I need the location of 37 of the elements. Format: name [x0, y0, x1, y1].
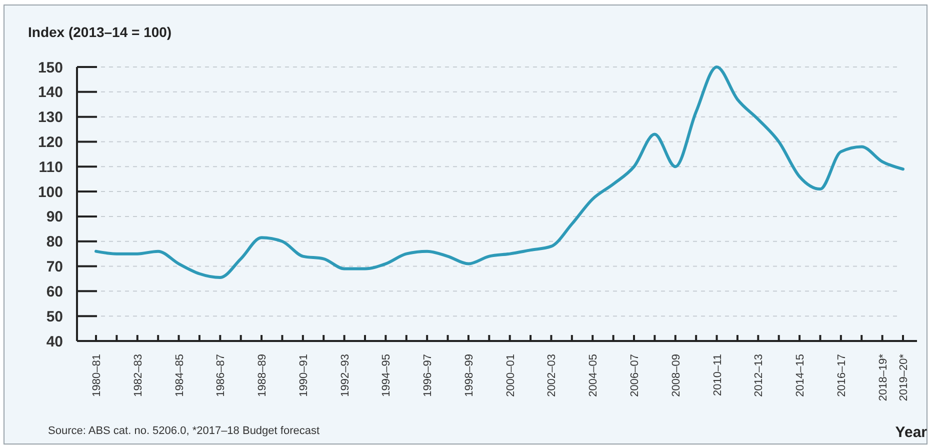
y-tick-label: 130 — [38, 109, 63, 126]
x-tick-label: 1986–87 — [215, 354, 228, 397]
x-tick-label: 2014–15 — [794, 354, 807, 397]
x-tick-label: 2008–09 — [670, 354, 682, 397]
x-tick-label: 1998–99 — [463, 354, 476, 397]
y-tick-label: 110 — [38, 158, 63, 176]
x-axis-title: Year — [895, 424, 928, 441]
x-tick-label: 1996–97 — [422, 354, 434, 397]
x-tick-label: 1982–83 — [132, 354, 144, 397]
x-tick-label: 1994–95 — [380, 354, 393, 397]
y-tick-label: 150 — [38, 59, 63, 76]
x-tick-label: 1984–85 — [174, 354, 186, 397]
x-tick-label: 1980–81 — [91, 354, 103, 397]
x-tick-label: 1990–91 — [298, 354, 310, 397]
x-tick-label: 2012–13 — [753, 354, 766, 397]
source-note: Source: ABS cat. no. 5206.0, *2017–18 Budget forecast — [48, 425, 320, 437]
y-tick-label: 100 — [38, 184, 63, 201]
y-tick-label: 60 — [46, 283, 63, 300]
y-tick-label: 40 — [46, 333, 63, 350]
y-tick-label: 80 — [46, 234, 63, 251]
y-axis-title: Index (2013–14 = 100) — [28, 24, 172, 40]
y-tick-label: 140 — [38, 84, 63, 102]
x-tick-label: 2010–11 — [712, 354, 724, 396]
y-tick-label: 50 — [46, 308, 63, 326]
line-series — [94, 66, 904, 279]
x-tick-label: 2018–19* — [877, 353, 890, 402]
x-tick-label: 1988–89 — [256, 354, 269, 397]
x-tick-label: 2006–07 — [629, 354, 641, 397]
y-tick-label: 90 — [46, 208, 63, 226]
x-tick-label: 2002–03 — [546, 354, 558, 397]
x-tick-label: 2000–01 — [504, 354, 517, 397]
y-tick-label: 120 — [38, 134, 63, 151]
x-tick-label: 2004–05 — [588, 354, 600, 397]
x-tick-label: 2019–20* — [898, 353, 910, 402]
x-tick-label: 1992–93 — [339, 354, 352, 397]
y-tick-label: 70 — [46, 258, 63, 276]
x-tick-label: 2016–17 — [836, 354, 848, 397]
